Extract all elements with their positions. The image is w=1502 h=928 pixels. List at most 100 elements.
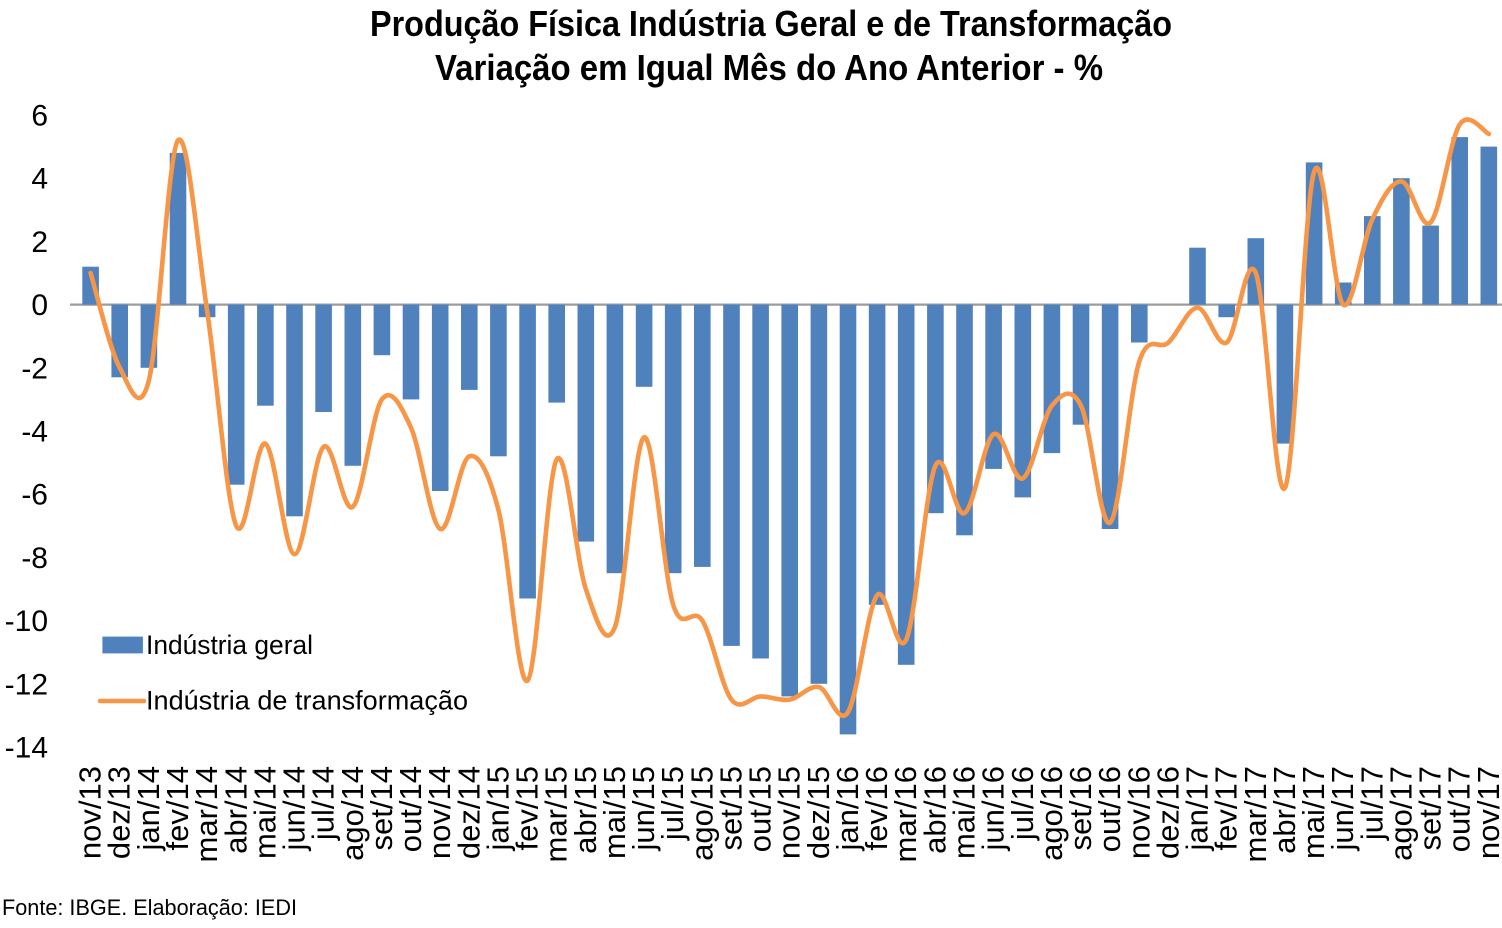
bar-jun/14 [286, 304, 303, 517]
legend-bar-swatch [102, 636, 143, 654]
bar-jul/16 [1014, 304, 1032, 498]
x-tick-label-mai/16: mai/16 [947, 766, 982, 859]
x-tick-label-dez/16: dez/16 [1150, 766, 1185, 859]
y-tick-label--8: -8 [21, 542, 48, 575]
x-tick-label-mar/15: mar/15 [539, 766, 574, 862]
bar-abr/15 [577, 304, 595, 542]
x-tick-label-abr/16: abr/16 [917, 766, 952, 854]
x-tick-label-jun/17: jun/17 [1325, 766, 1360, 851]
chart-title: Produção Física Indústria Geral e de Tra… [370, 3, 1172, 88]
x-tick-label-mai/15: mai/15 [597, 766, 632, 859]
bar-jan/16 [839, 304, 857, 735]
x-tick-label-jan/15: jan/15 [480, 766, 515, 851]
bar-mai/15 [606, 304, 624, 574]
bar-jun/16 [985, 304, 1002, 469]
x-tick-label-abr/14: abr/14 [218, 766, 253, 854]
bar-dez/14 [461, 304, 478, 390]
y-tick-label-6: 6 [31, 100, 48, 133]
legend-bar-label: Indústria geral [146, 630, 313, 660]
bar-nov/14 [431, 304, 449, 491]
bar-set/16 [1072, 304, 1090, 425]
bar-nov/16 [1131, 304, 1148, 343]
x-tick-label-jul/17: jul/17 [1354, 766, 1389, 841]
chart-title-line2: Variação em Igual Mês do Ano Anterior - … [435, 47, 1103, 88]
chart-title-line1: Produção Física Indústria Geral e de Tra… [370, 3, 1172, 44]
bar-out/16 [1101, 304, 1119, 529]
x-tick-label-dez/15: dez/15 [801, 766, 836, 859]
x-tick-label-jan/16: jan/16 [830, 766, 865, 851]
bar-nov/15 [781, 304, 798, 697]
x-tick-label-jul/16: jul/16 [1005, 766, 1040, 841]
bar-mar/16 [897, 304, 915, 665]
bar-series-industria-geral [82, 137, 1498, 735]
y-tick-label-4: 4 [31, 163, 48, 196]
x-tick-label-fev/14: fev/14 [160, 766, 195, 850]
y-tick-label--10: -10 [5, 605, 48, 638]
bar-ago/16 [1043, 304, 1061, 454]
x-tick-label-out/17: out/17 [1442, 766, 1477, 852]
x-tick-label-jan/14: jan/14 [131, 766, 166, 851]
y-tick-label--2: -2 [21, 352, 48, 385]
bar-dez/15 [810, 304, 828, 684]
x-tick-label-abr/17: abr/17 [1267, 766, 1302, 854]
x-tick-label-jun/14: jun/14 [277, 766, 312, 851]
bar-jan/17 [1189, 247, 1206, 305]
x-tick-label-set/17: set/17 [1413, 766, 1448, 850]
x-tick-label-fev/15: fev/15 [510, 766, 545, 850]
x-tick-label-nov/16: nov/16 [1121, 766, 1156, 859]
x-tick-label-ago/17: ago/17 [1383, 766, 1418, 861]
x-tick-label-nov/13: nov/13 [73, 766, 108, 859]
x-tick-label-nov/15: nov/15 [772, 766, 807, 859]
bar-fev/17 [1218, 304, 1235, 318]
x-tick-label-ago/14: ago/14 [335, 766, 370, 861]
x-tick-label-fev/16: fev/16 [859, 766, 894, 850]
y-tick-label-2: 2 [31, 226, 48, 259]
bar-set/15 [723, 304, 740, 646]
x-tick-label-jul/14: jul/14 [306, 766, 341, 841]
bar-ago/15 [694, 304, 711, 567]
bar-jun/15 [635, 304, 653, 387]
bar-ago/14 [344, 304, 362, 466]
source-note: Fonte: IBGE. Elaboração: IEDI [2, 895, 297, 920]
y-tick-label--6: -6 [21, 479, 48, 512]
bar-jul/15 [664, 304, 682, 574]
bar-mai/16 [956, 304, 973, 536]
x-tick-label-jun/15: jun/15 [626, 766, 661, 851]
line-series-industria-de-transformacao [88, 117, 1492, 718]
legend-line-label: Indústria de transformação [146, 686, 468, 716]
bar-fev/14 [169, 152, 187, 305]
bar-jan/15 [490, 304, 507, 457]
x-tick-label-jan/17: jan/17 [1180, 766, 1215, 851]
x-tick-label-mar/14: mar/14 [189, 766, 224, 862]
x-tick-label-jul/15: jul/15 [655, 766, 690, 841]
x-tick-label-dez/13: dez/13 [102, 766, 137, 859]
x-tick-label-abr/15: abr/15 [568, 766, 603, 854]
bar-ago/17 [1393, 178, 1410, 305]
x-tick-label-dez/14: dez/14 [451, 766, 486, 859]
bar-out/14 [402, 304, 420, 400]
bar-abr/14 [227, 304, 245, 485]
x-tick-label-jun/16: jun/16 [976, 766, 1011, 851]
x-tick-label-mai/14: mai/14 [247, 766, 282, 859]
y-tick-label--12: -12 [5, 668, 48, 701]
y-tick-label--4: -4 [21, 416, 48, 449]
bar-set/14 [373, 304, 391, 356]
bar-out/15 [752, 304, 769, 659]
x-tick-label-out/16: out/16 [1092, 766, 1127, 852]
x-tick-label-ago/16: ago/16 [1034, 766, 1069, 861]
x-tick-label-set/16: set/16 [1063, 766, 1098, 850]
y-tick-label-0: 0 [31, 289, 48, 322]
x-tick-label-nov/14: nov/14 [422, 766, 457, 859]
y-tick-label--14: -14 [5, 732, 48, 765]
x-tick-label-mai/17: mai/17 [1296, 766, 1331, 859]
x-tick-label-set/15: set/15 [714, 766, 749, 850]
x-tick-label-out/15: out/15 [743, 766, 778, 852]
x-tick-label-fev/17: fev/17 [1209, 766, 1244, 850]
bar-fev/16 [868, 304, 886, 605]
bar-nov/17 [1480, 146, 1498, 305]
x-tick-label-set/14: set/14 [364, 766, 399, 850]
bar-out/17 [1451, 137, 1468, 305]
bar-mar/15 [548, 304, 565, 403]
bar-abr/17 [1276, 304, 1294, 444]
